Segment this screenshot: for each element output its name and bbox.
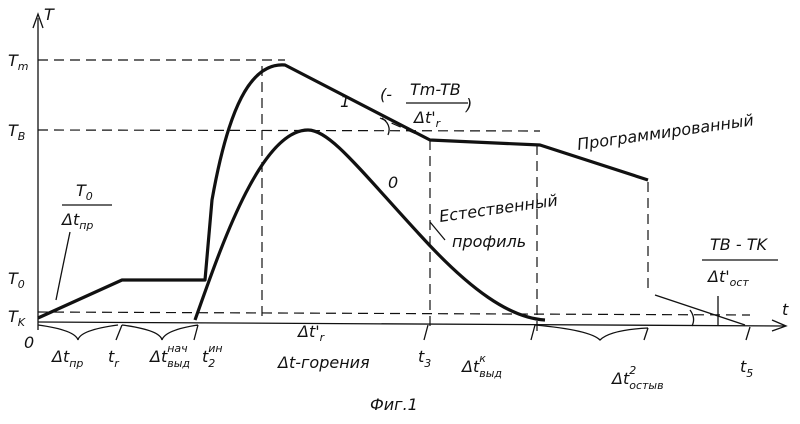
x-label: Δtк выд <box>460 352 502 380</box>
label-part: ин <box>208 342 222 355</box>
formula-num: TB - TK <box>710 235 768 254</box>
angle-arc <box>382 118 389 135</box>
formula-den: Δt'r <box>412 108 442 130</box>
origin-label: 0 <box>24 333 34 352</box>
to-label: T0 <box>8 269 25 291</box>
label-part: 2 <box>629 364 636 377</box>
label-part: к <box>479 352 486 365</box>
burn-label: Δt'r <box>296 322 326 344</box>
label-part: Δt <box>148 347 168 366</box>
tk-guide <box>38 312 750 315</box>
label-part: Δt <box>50 347 70 366</box>
tm-label: Tm <box>8 51 29 73</box>
x-label: Δt-горения <box>276 353 370 372</box>
brace <box>38 325 750 340</box>
formula-num: Tm-TB <box>410 80 461 99</box>
label-part: нач <box>167 342 188 355</box>
label-part: остыв <box>629 379 663 392</box>
curve-label: Программированный <box>576 110 755 154</box>
tb-guide <box>38 130 540 131</box>
label-part: выд <box>167 357 190 370</box>
label-part: r <box>114 357 120 370</box>
x-label: Δtнач выд <box>148 342 190 370</box>
caption: Фиг.1 <box>370 395 418 414</box>
label-part: 3 <box>424 357 431 370</box>
tb-label: TB <box>8 121 25 143</box>
natural-curve <box>195 130 545 320</box>
label-part: Δt <box>460 357 480 376</box>
angle-arc <box>690 310 694 326</box>
label-part: пр <box>69 357 83 370</box>
x-label: t3 <box>418 347 431 370</box>
x-label: tин2 <box>202 342 223 370</box>
x-label: tr <box>108 347 120 370</box>
cooling-line <box>655 295 745 325</box>
curve-label: Естественный <box>438 191 559 226</box>
x-axis-label: t <box>782 300 789 319</box>
label-part: выд <box>479 367 502 380</box>
formula-den: Δt'ост <box>706 267 749 289</box>
x-label: t5 <box>740 357 753 380</box>
diagram: T t 0 Tm TB T0 TK 1 Программированный 0 … <box>0 0 800 424</box>
tk-label: TK <box>8 307 26 329</box>
y-axis-label: T <box>44 5 55 24</box>
curve-label: профиль <box>452 232 526 251</box>
label-part: 2 <box>208 357 215 370</box>
paren: ) <box>465 95 472 114</box>
curve-number: 0 <box>388 173 398 192</box>
label-part: Δt <box>610 369 630 388</box>
x-label: Δtпр <box>50 347 83 370</box>
formula-num: T0 <box>76 181 93 203</box>
label-part: 5 <box>746 367 753 380</box>
label-part: Δt-горения <box>276 353 370 372</box>
x-axis <box>38 322 785 326</box>
paren: (- <box>380 85 392 104</box>
x-labels: ΔtпрtrΔtначвыдtин2Δt-горенияt3ΔtквыдΔt2о… <box>50 342 753 392</box>
curve-number: 1 <box>340 92 350 111</box>
x-label: Δt2 остыв <box>610 364 664 392</box>
formula-den: Δtпр <box>60 210 93 232</box>
leader <box>56 232 70 300</box>
